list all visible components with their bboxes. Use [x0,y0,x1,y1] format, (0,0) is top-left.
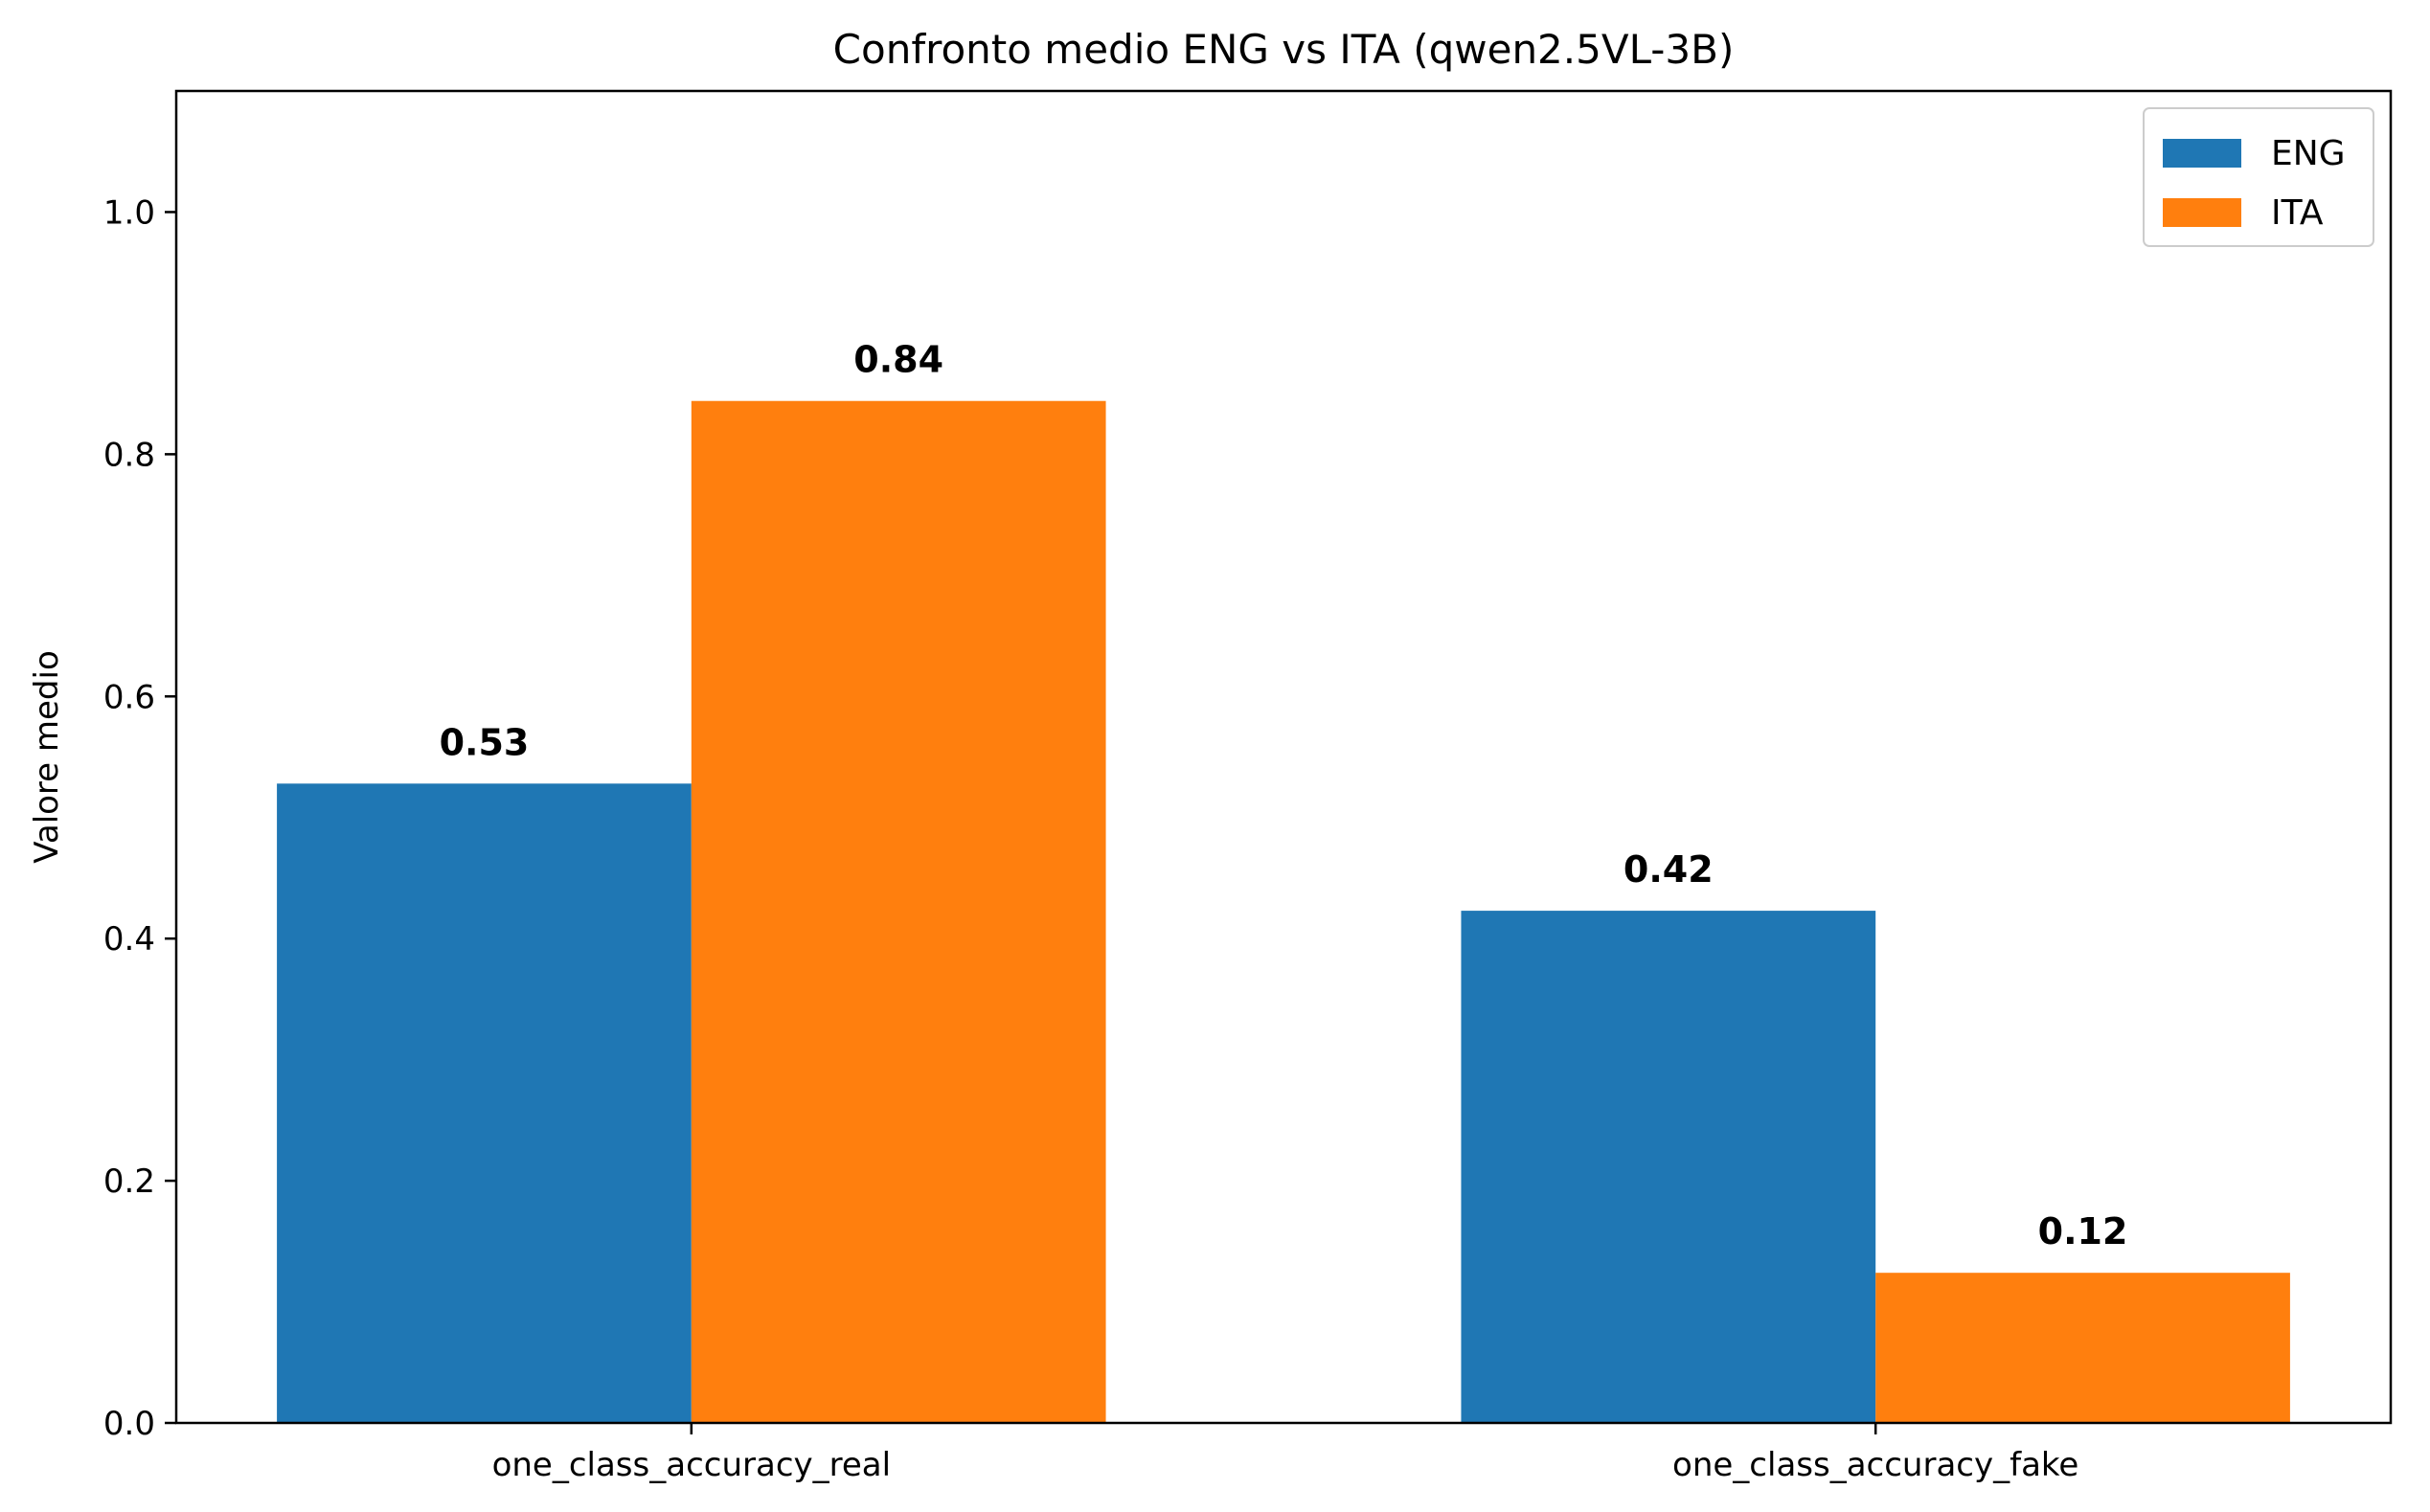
bar-eng-1 [1461,911,1876,1423]
legend: ENG ITA [2143,107,2374,247]
x-tick-label: one_class_accuracy_fake [1672,1446,2078,1484]
y-tick-label: 0.4 [103,920,155,959]
y-tick-label: 0.8 [103,436,155,474]
bar-eng-0 [277,783,692,1423]
y-axis-ticks: 0.0 0.2 0.4 0.6 0.8 1.0 [103,193,176,1443]
y-tick-label: 0.6 [103,678,155,716]
x-axis-ticks: one_class_accuracy_real one_class_accurac… [492,1423,2078,1484]
data-labels-layer: 0.53 0.42 0.84 0.12 [440,339,2128,1252]
data-label-ita-1: 0.12 [2038,1210,2128,1252]
legend-swatch-eng [2163,139,2241,168]
legend-label-ita: ITA [2271,193,2324,233]
data-label-eng-1: 0.42 [1624,848,1714,891]
y-tick-label: 0.0 [103,1405,155,1443]
y-tick-label: 1.0 [103,193,155,232]
y-axis-label: Valore medio [28,650,66,864]
bar-ita-1 [1875,1273,2290,1423]
plot-frame [174,89,2393,1425]
y-tick-label: 0.2 [103,1162,155,1201]
bars-layer [277,400,2290,1423]
legend-swatch-ita [2163,198,2241,227]
legend-label-eng: ENG [2271,134,2346,173]
data-label-eng-0: 0.53 [440,721,530,763]
data-label-ita-0: 0.84 [853,339,943,381]
chart-title: Confronto medio ENG vs ITA (qwen2.5VL-3B… [833,26,1735,73]
x-tick-label: one_class_accuracy_real [492,1446,892,1484]
bar-ita-0 [691,400,1106,1423]
